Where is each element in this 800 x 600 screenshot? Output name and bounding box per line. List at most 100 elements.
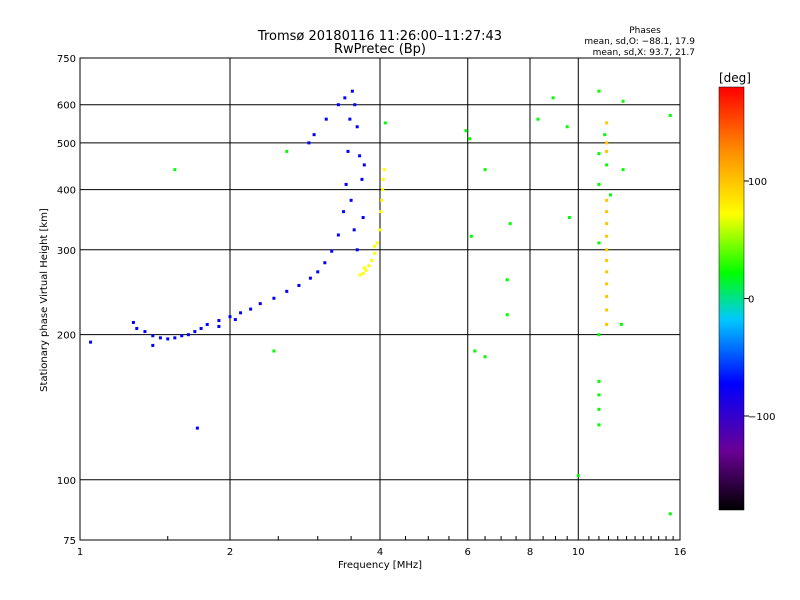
data-point (362, 163, 366, 167)
data-point (350, 89, 354, 93)
data-point (468, 137, 472, 141)
stats-line-o: mean, sd,O: −88.1, 17.9 (584, 37, 695, 47)
data-point (352, 228, 356, 232)
data-point (205, 322, 209, 326)
data-point (605, 141, 609, 145)
data-point (551, 96, 555, 100)
data-point (316, 270, 320, 274)
data-point (258, 302, 262, 306)
data-point (361, 216, 365, 220)
data-point (324, 117, 328, 121)
data-point (358, 154, 362, 158)
colorbar: [deg] 100 0 −100 (718, 71, 775, 511)
colorbar-bar (718, 86, 745, 511)
plot-frame (79, 57, 681, 541)
data-point (173, 336, 177, 340)
data-point (381, 177, 385, 181)
data-point (380, 198, 384, 202)
data-point (621, 168, 625, 172)
data-point (348, 117, 352, 121)
data-point (186, 333, 190, 337)
data-point (483, 355, 487, 359)
data-point (323, 261, 327, 265)
data-point (193, 330, 197, 334)
data-point (330, 249, 334, 253)
data-points (89, 89, 672, 516)
data-point (378, 228, 382, 232)
colorbar-tick-label: 0 (748, 295, 754, 306)
data-point (373, 251, 377, 255)
data-point (597, 89, 601, 93)
data-point (597, 393, 601, 397)
data-point (605, 121, 609, 125)
x-tick-label: 1 (77, 547, 83, 558)
x-tick-label: 4 (377, 547, 383, 558)
chart-subtitle: RwPretec (Bp) (334, 42, 426, 57)
data-point (382, 168, 386, 172)
colorbar-tick-label: 100 (748, 177, 767, 188)
data-point (619, 322, 623, 326)
data-point (597, 379, 601, 383)
data-point (505, 313, 509, 317)
data-point (597, 152, 601, 156)
grid-lines (80, 58, 680, 540)
data-point (605, 149, 609, 153)
data-point (473, 349, 477, 353)
data-point (605, 270, 609, 274)
data-point (605, 163, 609, 167)
x-tick-label: 6 (465, 547, 471, 558)
data-point (217, 319, 221, 323)
x-tick-label: 8 (527, 547, 533, 558)
data-point (343, 96, 347, 100)
data-point (297, 283, 301, 287)
data-point (383, 121, 387, 125)
x-tick-labels: 1 2 4 6 8 10 16 (77, 547, 687, 558)
data-point (567, 216, 571, 220)
data-point (358, 273, 362, 277)
data-point (597, 333, 601, 337)
data-point (362, 266, 366, 270)
data-point (249, 307, 253, 311)
data-point (373, 244, 377, 248)
y-tick-label: 500 (57, 139, 76, 150)
x-tick-label: 2 (227, 547, 233, 558)
data-point (349, 198, 353, 202)
data-point (135, 326, 139, 330)
data-point (603, 133, 607, 137)
data-point (355, 125, 359, 129)
colorbar-ticks: 100 0 −100 (744, 177, 775, 423)
x-tick-label: 16 (674, 547, 687, 558)
data-point (307, 141, 311, 145)
data-point (151, 334, 155, 338)
y-tick-label: 200 (57, 331, 76, 342)
data-point (353, 103, 357, 107)
data-point (336, 233, 340, 237)
x-axis-label: Frequency [MHz] (338, 560, 422, 571)
data-point (605, 282, 609, 286)
data-point (605, 234, 609, 238)
data-point (608, 193, 612, 197)
data-point (217, 324, 221, 328)
data-point (312, 133, 316, 137)
data-point (597, 423, 601, 427)
y-tick-label: 100 (57, 476, 76, 487)
data-point (272, 296, 276, 300)
data-point (605, 248, 609, 252)
data-point (342, 210, 346, 214)
data-point (158, 336, 162, 340)
data-point (361, 271, 365, 275)
data-point (285, 149, 289, 153)
data-point (173, 168, 177, 172)
data-point (272, 349, 276, 353)
data-point (536, 117, 540, 121)
data-point (131, 320, 135, 324)
y-tick-label: 400 (57, 186, 76, 197)
data-point (199, 326, 203, 330)
y-tick-label: 600 (57, 101, 76, 112)
stats-line-x: mean, sd,X: 93.7, 21.7 (593, 48, 695, 58)
data-point (375, 241, 379, 245)
data-point (668, 512, 672, 516)
data-point (381, 188, 385, 192)
chart-title: Tromsø 20180116 11:26:00–11:27:43 (257, 29, 502, 44)
data-point (605, 259, 609, 263)
